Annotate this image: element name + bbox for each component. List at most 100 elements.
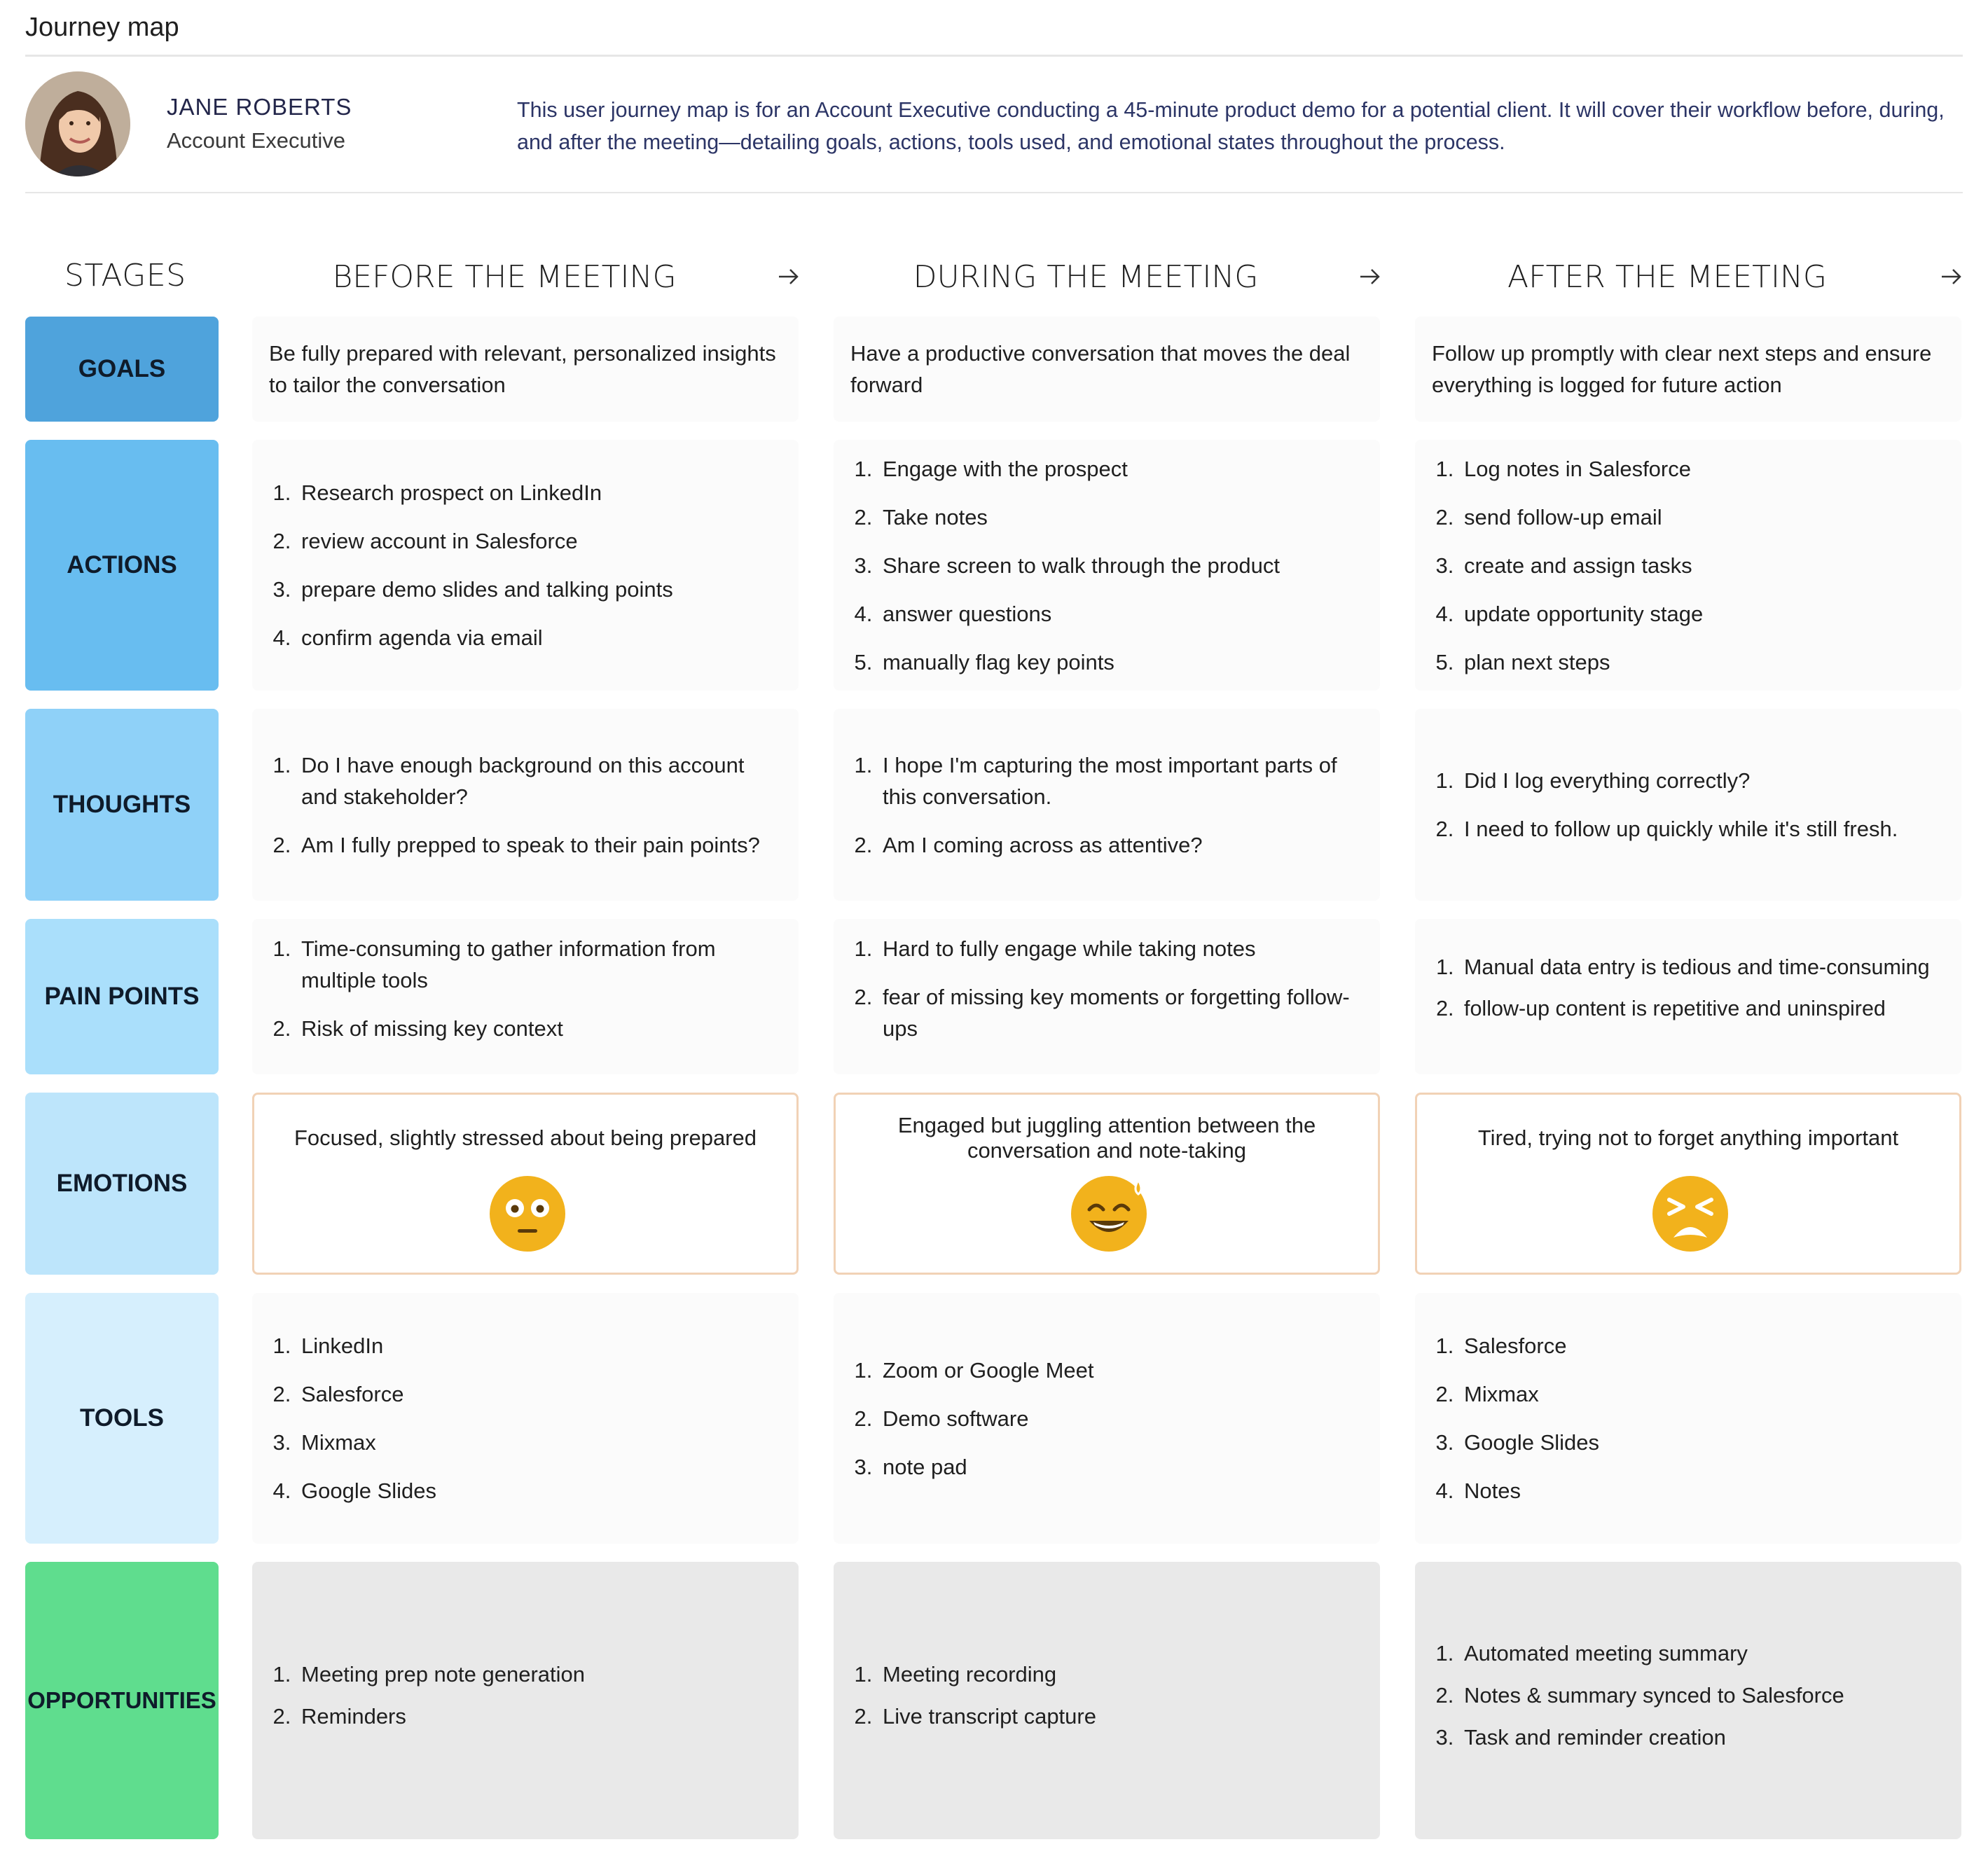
list-item: fear of missing key moments or forgettin… [878,981,1359,1044]
opportunities-list: Meeting prep note generation Reminders [273,1658,778,1743]
opportunities-cell: Automated meeting summary Notes & summar… [1415,1562,1961,1839]
tools-cell: Salesforce Mixmax Google Slides Notes [1415,1293,1961,1544]
avatar [25,71,130,176]
opportunities-cell: Meeting recording Live transcript captur… [834,1562,1380,1839]
list-item: Time-consuming to gather information fro… [297,933,778,996]
list-item: Demo software [878,1403,1359,1434]
list-item: manually flag key points [878,646,1359,678]
list-item: Hard to fully engage while taking notes [878,933,1359,964]
list-item: confirm agenda via email [297,622,778,653]
goal-cell: Have a productive conversation that move… [834,317,1380,422]
list-item: Notes [1460,1475,1940,1507]
actions-cell: Log notes in Salesforce send follow-up e… [1415,440,1961,691]
list-item: Salesforce [297,1378,778,1410]
goal-text: Have a productive conversation that move… [850,341,1351,397]
list-item: note pad [878,1451,1359,1483]
emotion-cell: Engaged but juggling attention between t… [834,1093,1380,1275]
emotion-cell: Focused, slightly stressed about being p… [252,1093,799,1275]
list-item: Salesforce [1460,1330,1940,1362]
list-item: create and assign tasks [1460,550,1940,581]
list-item: LinkedIn [297,1330,778,1362]
list-item: Manual data entry is tedious and time-co… [1460,952,1940,983]
list-item: Log notes in Salesforce [1460,453,1940,485]
pain-points-cell: Manual data entry is tedious and time-co… [1415,919,1961,1074]
opportunities-list: Automated meeting summary Notes & summar… [1436,1637,1940,1764]
row-label-emotions: EMOTIONS [25,1093,219,1275]
tools-cell: LinkedIn Salesforce Mixmax Google Slides [252,1293,799,1544]
row-label-actions: ACTIONS [25,440,219,691]
list-item: Mixmax [297,1427,778,1458]
column-title-during: DURING THE MEETING [913,259,1259,295]
tools-cell: Zoom or Google Meet Demo software note p… [834,1293,1380,1544]
list-item: Take notes [878,501,1359,533]
thoughts-list: I hope I'm capturing the most important … [855,749,1359,861]
pain-points-list: Time-consuming to gather information fro… [273,933,778,1061]
list-item: send follow-up email [1460,501,1940,533]
list-item: Did I log everything correctly? [1460,765,1940,796]
column-title-before: BEFORE THE MEETING [332,259,677,295]
arrow-right-icon [779,269,799,284]
tired-face-icon [1650,1175,1730,1255]
pain-points-list: Manual data entry is tedious and time-co… [1436,952,1940,1041]
list-item: Am I coming across as attentive? [878,829,1359,861]
list-item: Task and reminder creation [1460,1722,1940,1753]
list-item: Notes & summary synced to Salesforce [1460,1680,1940,1711]
sweat-smile-face-icon [1069,1175,1149,1255]
arrow-right-icon [1942,269,1961,284]
list-item: Am I fully prepped to speak to their pai… [297,829,778,861]
list-item: update opportunity stage [1460,598,1940,630]
goal-text: Be fully prepared with relevant, persona… [269,341,776,397]
actions-list: Log notes in Salesforce send follow-up e… [1436,453,1940,678]
list-item: I need to follow up quickly while it's s… [1460,813,1940,845]
emotion-text: Tired, trying not to forget anything imp… [1477,1126,1899,1150]
goal-text: Follow up promptly with clear next steps… [1432,341,1932,397]
list-item: Meeting prep note generation [297,1658,778,1690]
persona-divider [25,192,1963,193]
row-label-thoughts: THOUGHTS [25,709,219,901]
opportunities-list: Meeting recording Live transcript captur… [855,1658,1359,1743]
list-item: Risk of missing key context [297,1013,778,1044]
column-title-after: AFTER THE MEETING [1507,259,1828,295]
row-label-pain-points: PAIN POINTS [25,919,219,1074]
emotion-cell: Tired, trying not to forget anything imp… [1415,1093,1961,1275]
list-item: Google Slides [297,1475,778,1507]
thoughts-list: Do I have enough background on this acco… [273,749,778,861]
persona-description: This user journey map is for an Account … [517,98,1945,154]
tools-list: Zoom or Google Meet Demo software note p… [855,1355,1359,1483]
list-item: follow-up content is repetitive and unin… [1460,993,1940,1025]
row-label-opportunities: OPPORTUNITIES [25,1562,219,1839]
opportunities-cell: Meeting prep note generation Reminders [252,1562,799,1839]
header-divider [25,55,1963,57]
list-item: Research prospect on LinkedIn [297,477,778,508]
arrow-right-icon [1360,269,1380,284]
list-item: Google Slides [1460,1427,1940,1458]
page-title: Journey map [25,13,179,42]
actions-list: Research prospect on LinkedIn review acc… [273,477,778,653]
list-item: plan next steps [1460,646,1940,678]
row-label-goals: GOALS [25,317,219,422]
actions-cell: Engage with the prospect Take notes Shar… [834,440,1380,691]
goal-cell: Be fully prepared with relevant, persona… [252,317,799,422]
row-label-tools: TOOLS [25,1293,219,1544]
list-item: I hope I'm capturing the most important … [878,749,1359,812]
actions-list: Engage with the prospect Take notes Shar… [855,453,1359,678]
list-item: Live transcript capture [878,1701,1359,1732]
list-item: Share screen to walk through the product [878,550,1359,581]
pain-points-cell: Time-consuming to gather information fro… [252,919,799,1074]
pain-points-cell: Hard to fully engage while taking notes … [834,919,1380,1074]
list-item: Automated meeting summary [1460,1637,1940,1669]
persona-role: Account Executive [167,128,346,153]
list-item: Do I have enough background on this acco… [297,749,778,812]
list-item: Mixmax [1460,1378,1940,1410]
list-item: prepare demo slides and talking points [297,574,778,605]
emotion-text: Engaged but juggling attention between t… [897,1113,1316,1163]
list-item: review account in Salesforce [297,525,778,557]
list-item: Engage with the prospect [878,453,1359,485]
list-item: answer questions [878,598,1359,630]
thoughts-cell: Do I have enough background on this acco… [252,709,799,901]
list-item: Meeting recording [878,1658,1359,1690]
tools-list: Salesforce Mixmax Google Slides Notes [1436,1330,1940,1507]
stages-label: STAGES [64,258,186,293]
thoughts-list: Did I log everything correctly? I need t… [1436,765,1940,845]
thoughts-cell: Did I log everything correctly? I need t… [1415,709,1961,901]
